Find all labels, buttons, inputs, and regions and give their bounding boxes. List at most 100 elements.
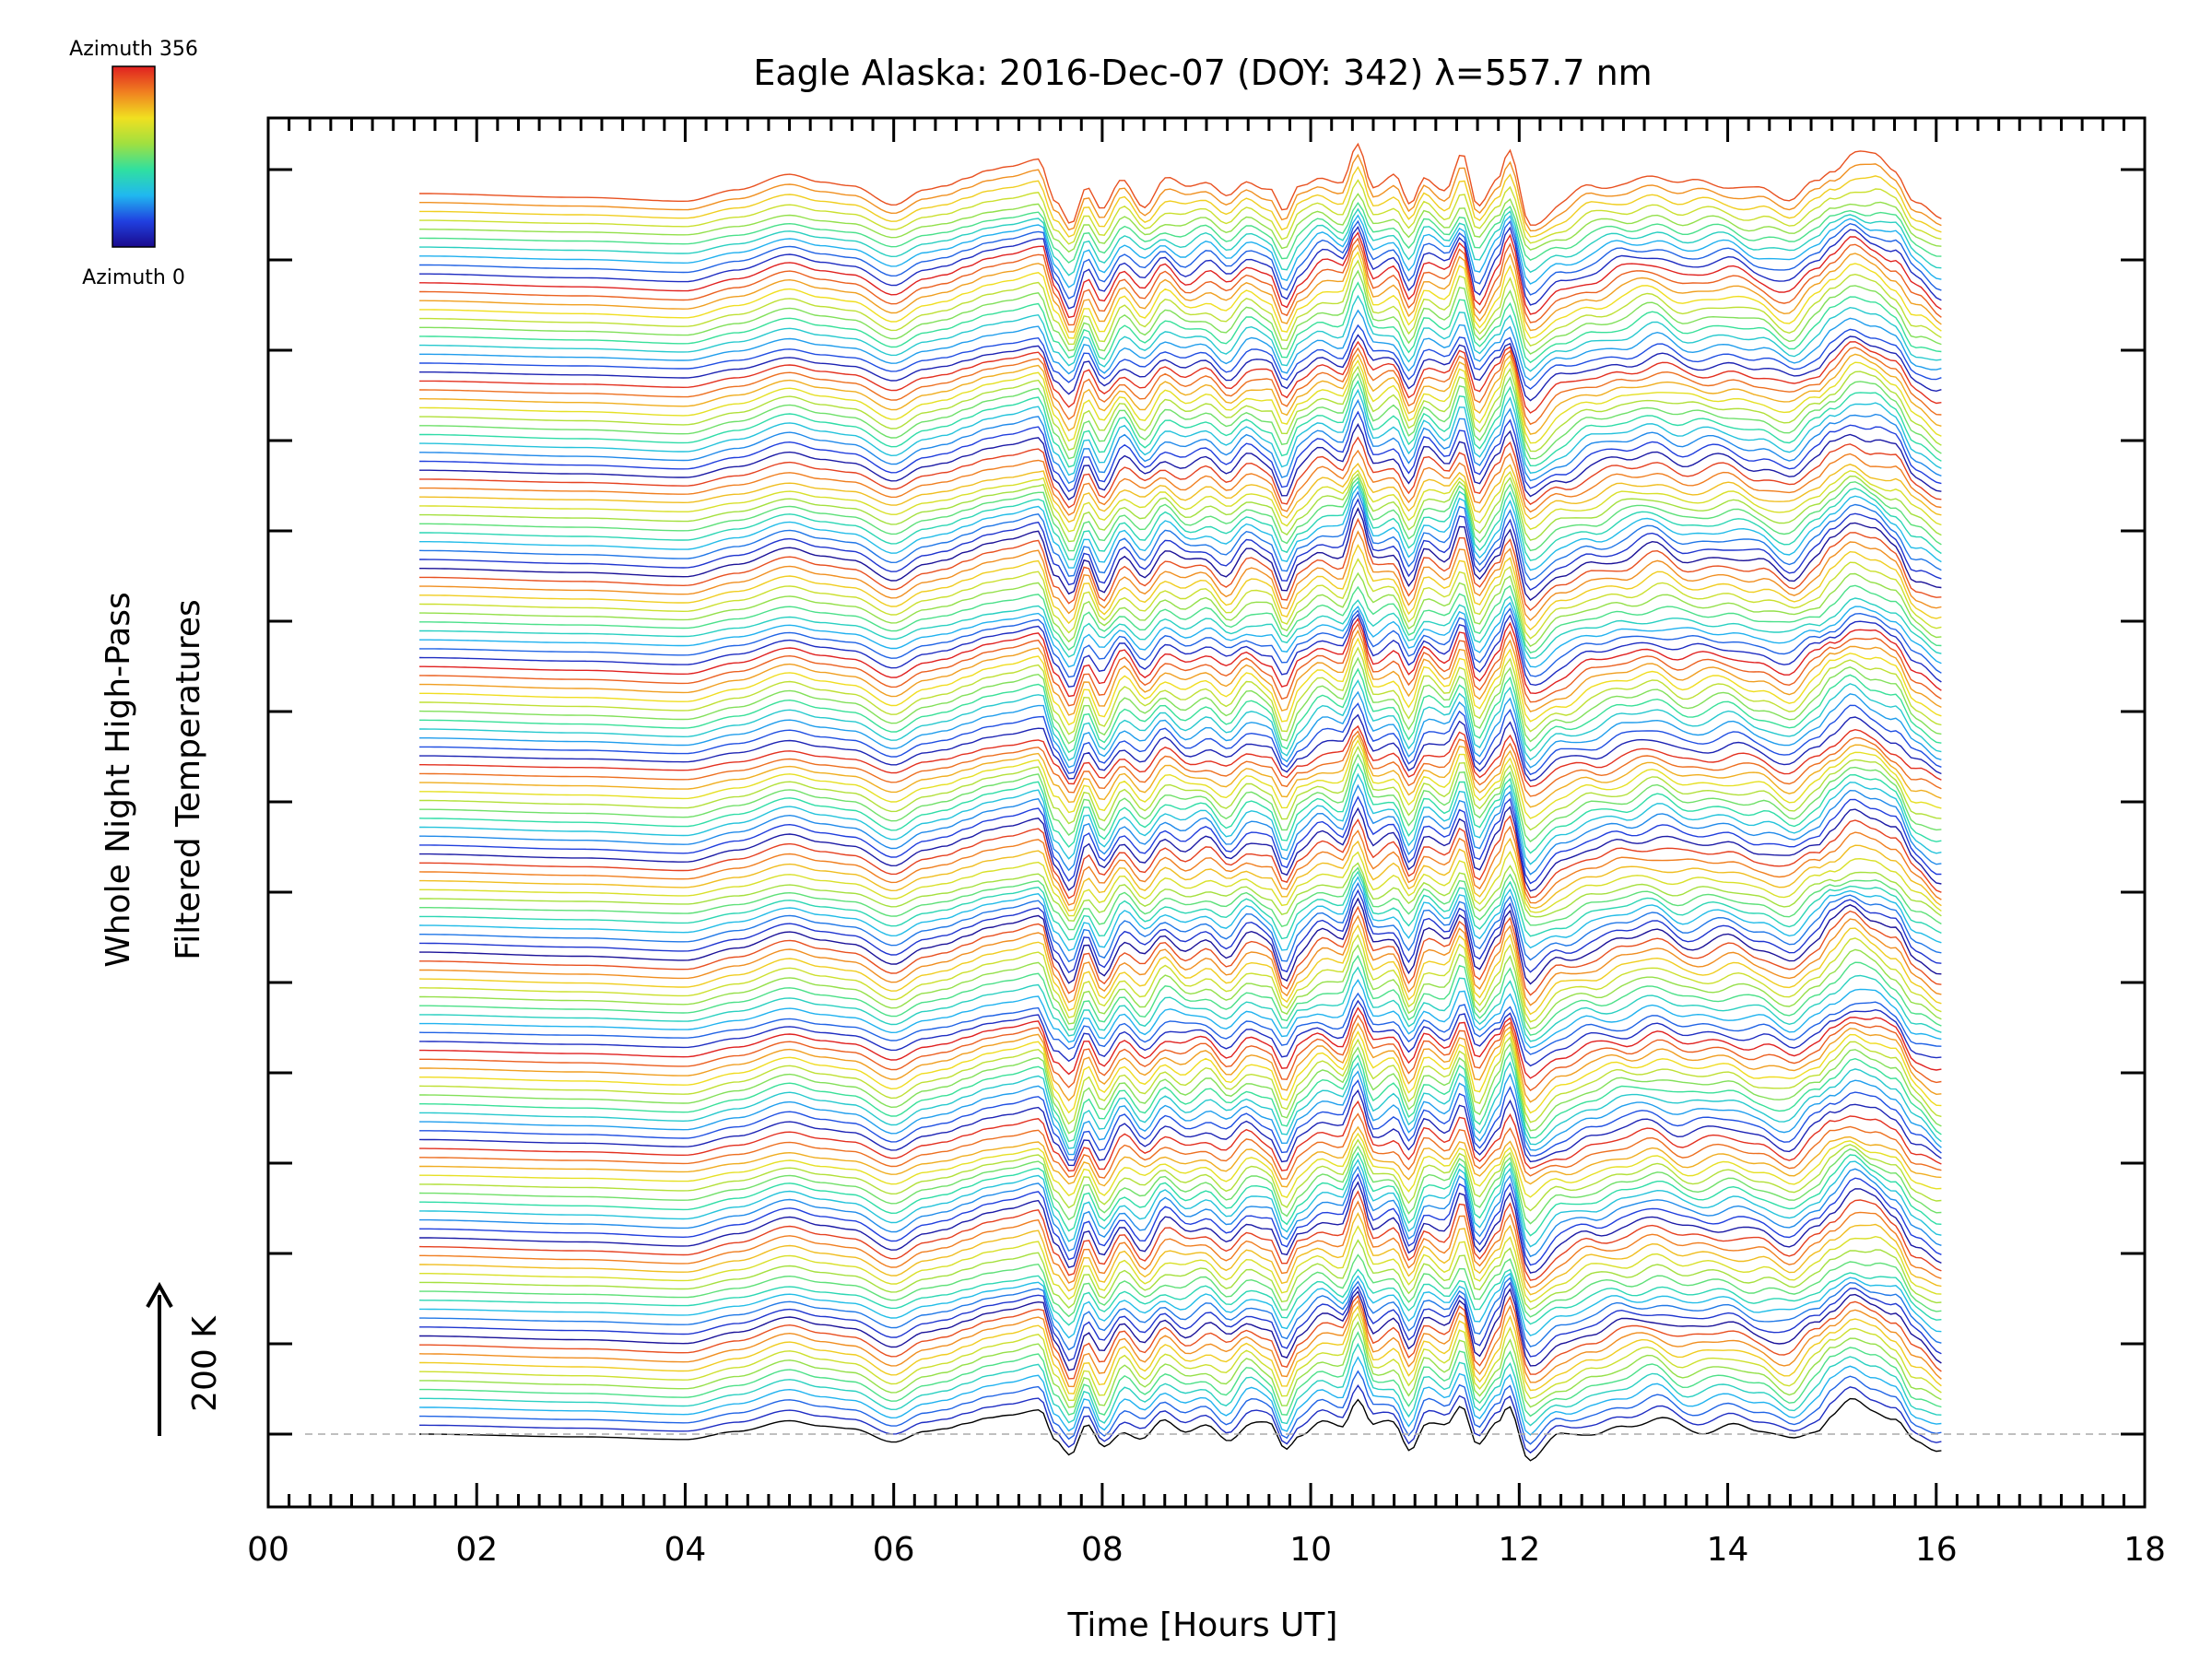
trace-line xyxy=(419,165,1942,238)
trace-line xyxy=(419,866,1942,931)
x-tick-label: 16 xyxy=(1915,1531,1958,1569)
trace-line xyxy=(418,762,1942,854)
trace-group xyxy=(418,142,1942,1462)
trace-line xyxy=(419,690,1942,769)
trace-line xyxy=(419,1272,1942,1339)
trace-line xyxy=(419,584,1942,654)
trace-line xyxy=(419,477,1942,552)
trace-line xyxy=(419,745,1942,831)
x-axis-label: Time [Hours UT] xyxy=(1067,1606,1338,1644)
trace-line xyxy=(419,618,1942,698)
trace-line xyxy=(419,606,1942,678)
trace-line xyxy=(419,1312,1942,1401)
trace-line xyxy=(419,153,1942,232)
trace-line xyxy=(419,251,1942,339)
trace-line xyxy=(419,1022,1942,1103)
x-tick-label: 08 xyxy=(1081,1531,1124,1569)
trace-line xyxy=(418,992,1942,1055)
trace-line xyxy=(418,825,1942,906)
trace-line xyxy=(419,237,1942,326)
trace-line xyxy=(419,1181,1942,1274)
trace-line xyxy=(419,1030,1942,1114)
trace-line xyxy=(419,359,1942,444)
scale-bar-label: 200 K xyxy=(186,1315,224,1412)
trace-line xyxy=(419,507,1942,601)
chart-title: Eagle Alaska: 2016-Dec-07 (DOY: 342) λ=5… xyxy=(753,53,1652,93)
trace-line xyxy=(419,485,1942,571)
trace-line xyxy=(419,734,1942,808)
y-axis-label-line2: Filtered Temperatures xyxy=(170,599,207,960)
trace-line xyxy=(419,772,1942,865)
trace-line xyxy=(419,850,1942,917)
trace-line xyxy=(419,480,1942,561)
trace-line xyxy=(419,979,1942,1049)
trace-line xyxy=(419,1225,1942,1303)
x-tick-label: 12 xyxy=(1498,1531,1540,1569)
trace-line xyxy=(419,571,1942,648)
trace-line xyxy=(419,934,1942,1023)
trace-line xyxy=(419,469,1942,533)
x-tick-label: 04 xyxy=(665,1531,707,1569)
trace-line xyxy=(419,1277,1942,1351)
trace-line xyxy=(419,1159,1942,1248)
y-axis-label-line1: Whole Night High-Pass xyxy=(100,592,137,968)
x-tick-label: 10 xyxy=(1289,1531,1332,1569)
axes: 00 02 04 06 08 10 12 14 16 18 xyxy=(247,116,2166,1569)
trace-line xyxy=(419,193,1942,253)
trace-line xyxy=(419,966,1942,1042)
trace-line xyxy=(419,1384,1942,1454)
trace-line xyxy=(419,207,1942,276)
scale-arrow-head xyxy=(146,1281,173,1308)
trace-line xyxy=(419,724,1942,788)
colorbar-gradient xyxy=(112,65,156,248)
trace-line xyxy=(419,1112,1942,1180)
trace-line xyxy=(419,517,1942,611)
trace-line xyxy=(419,1370,1942,1445)
trace-line xyxy=(419,1331,1942,1418)
trace-line xyxy=(419,371,1942,460)
trace-line xyxy=(419,1200,1942,1288)
trace-line xyxy=(419,679,1942,761)
trace-line xyxy=(419,410,1942,493)
trace-line xyxy=(418,1268,1942,1326)
trace-line xyxy=(419,870,1942,941)
trace-line xyxy=(418,656,1942,745)
trace-line xyxy=(419,637,1942,726)
trace-line xyxy=(418,1356,1942,1436)
trace-line xyxy=(418,1145,1942,1225)
trace-line xyxy=(419,713,1942,782)
trace-line xyxy=(419,347,1942,426)
trace-line xyxy=(419,881,1942,963)
trace-line xyxy=(419,667,1942,754)
trace-line xyxy=(418,558,1942,640)
trace-line xyxy=(419,1321,1942,1408)
trace-line xyxy=(419,897,1942,985)
trace-line xyxy=(419,702,1942,776)
trace-line xyxy=(419,259,1942,347)
trace-line xyxy=(419,739,1942,819)
trace-line xyxy=(419,646,1942,735)
trace-line xyxy=(419,1132,1942,1199)
trace-line xyxy=(419,806,1942,892)
trace-line xyxy=(419,1294,1942,1380)
colorbar-bottom-label: Azimuth 0 xyxy=(82,266,185,289)
trace-line xyxy=(419,281,1942,364)
trace-line xyxy=(419,462,1942,524)
trace-line xyxy=(419,595,1942,659)
x-tick-label: 06 xyxy=(873,1531,915,1569)
trace-line xyxy=(418,1190,1942,1281)
trace-line xyxy=(419,1138,1942,1212)
trace-line xyxy=(419,1342,1942,1427)
trace-line xyxy=(419,1061,1942,1149)
trace-line xyxy=(419,837,1942,912)
trace-line xyxy=(419,1151,1942,1237)
trace-line xyxy=(419,1288,1942,1371)
trace-line xyxy=(419,473,1942,543)
trace-line xyxy=(419,449,1942,516)
trace-line xyxy=(419,954,1942,1036)
colorbar-top-label: Azimuth 356 xyxy=(69,38,198,61)
trace-line xyxy=(419,1305,1942,1394)
trace-line xyxy=(419,1042,1942,1135)
colorbar: Azimuth 356 Azimuth 0 xyxy=(69,38,198,289)
